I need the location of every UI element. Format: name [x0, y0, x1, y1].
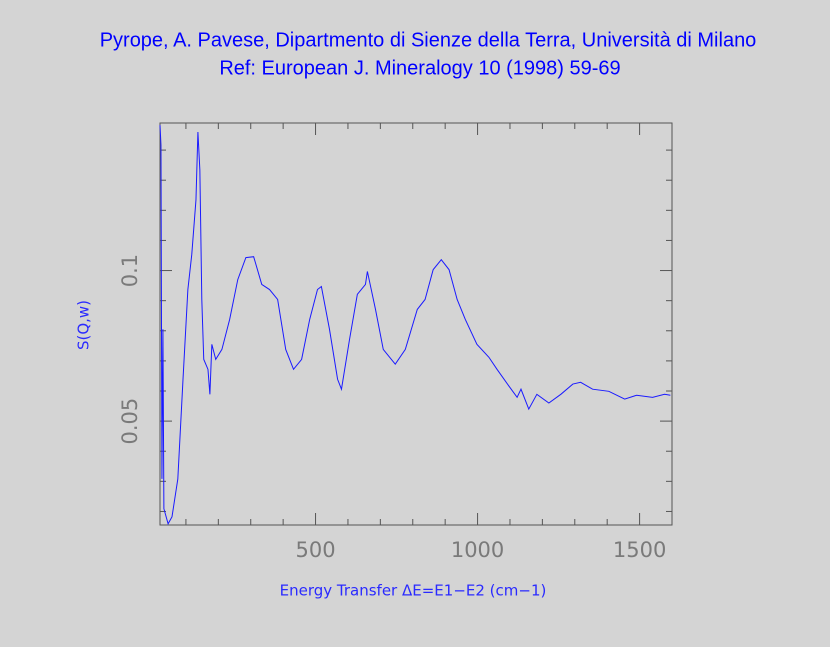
plot-frame: [159, 122, 673, 526]
x-tick-label: 1500: [613, 538, 666, 562]
y-tick-label: 0.1: [118, 254, 142, 287]
x-tick-label: 500: [295, 538, 335, 562]
y-axis-label: S(Q,w): [75, 300, 93, 350]
chart-title: Pyrope, A. Pavese, Dipartmento di Sienze…: [100, 29, 757, 51]
data-line: [159, 125, 671, 526]
x-axis-label: Energy Transfer ΔE=E1−E2 (cm−1): [280, 582, 547, 600]
x-tick-label: 1000: [451, 538, 504, 562]
chart-subtitle: Ref: European J. Mineralogy 10 (1998) 59…: [219, 57, 620, 79]
y-tick-label: 0.05: [118, 398, 142, 445]
